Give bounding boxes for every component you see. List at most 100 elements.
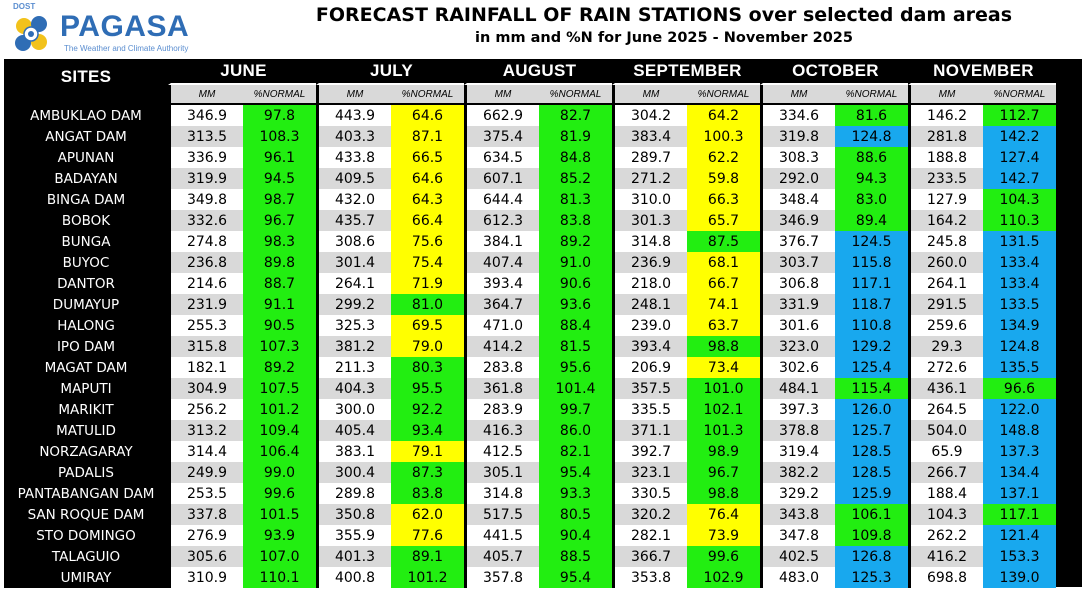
rainfall-mm-cell: 407.4 [464, 252, 539, 273]
site-name-cell: SAN ROQUE DAM [4, 504, 168, 525]
percent-normal-cell: 76.4 [687, 504, 760, 525]
rainfall-mm-cell: 274.8 [168, 231, 243, 252]
rainfall-mm-cell: 504.0 [908, 420, 983, 441]
site-name-cell: NORZAGARAY [4, 441, 168, 462]
rainfall-mm-cell: 401.3 [316, 546, 391, 567]
percent-normal-cell: 62.2 [687, 147, 760, 168]
rainfall-mm-cell: 236.8 [168, 252, 243, 273]
table-body: AMBUKLAO DAM 346.9 97.8 443.9 64.6 662.9 82.7 3… [4, 105, 1056, 588]
rainfall-mm-cell: 271.2 [612, 168, 687, 189]
percent-normal-cell: 109.8 [835, 525, 908, 546]
pct-normal-column-header: %NORMAL [539, 85, 612, 105]
percent-normal-cell: 64.2 [687, 105, 760, 126]
site-name-cell: TALAGUIO [4, 546, 168, 567]
rainfall-mm-cell: 304.2 [612, 105, 687, 126]
rainfall-mm-cell: 319.8 [760, 126, 835, 147]
site-name-cell: PADALIS [4, 462, 168, 483]
percent-normal-cell: 96.7 [243, 210, 316, 231]
mm-column-header: MM [168, 85, 243, 105]
percent-normal-cell: 117.1 [983, 504, 1056, 525]
sites-header: SITES [4, 59, 168, 105]
rainfall-mm-cell: 343.8 [760, 504, 835, 525]
month-header: JULY [316, 59, 464, 85]
percent-normal-cell: 94.5 [243, 168, 316, 189]
percent-normal-cell: 134.9 [983, 315, 1056, 336]
percent-normal-cell: 84.8 [539, 147, 612, 168]
percent-normal-cell: 115.8 [835, 252, 908, 273]
rainfall-mm-cell: 218.0 [612, 273, 687, 294]
rainfall-mm-cell: 662.9 [464, 105, 539, 126]
rainfall-mm-cell: 330.5 [612, 483, 687, 504]
percent-normal-cell: 99.0 [243, 462, 316, 483]
rainfall-mm-cell: 432.0 [316, 189, 391, 210]
month-header: AUGUST [464, 59, 612, 85]
site-name-cell: BOBOK [4, 210, 168, 231]
percent-normal-cell: 93.6 [539, 294, 612, 315]
rainfall-mm-cell: 188.8 [908, 147, 983, 168]
percent-normal-cell: 124.5 [835, 231, 908, 252]
rainfall-mm-cell: 348.4 [760, 189, 835, 210]
rainfall-mm-cell: 402.5 [760, 546, 835, 567]
rainfall-mm-cell: 127.9 [908, 189, 983, 210]
percent-normal-cell: 110.8 [835, 315, 908, 336]
percent-normal-cell: 89.1 [391, 546, 464, 567]
rainfall-mm-cell: 65.9 [908, 441, 983, 462]
table-row: SAN ROQUE DAM 337.8 101.5 350.8 62.0 517.5 80.… [4, 504, 1056, 525]
percent-normal-cell: 101.3 [687, 420, 760, 441]
month-header-row: SITES JUNE JULY AUGUST SEPTEMBER OCTOBER… [4, 59, 1056, 105]
rainfall-mm-cell: 211.3 [316, 357, 391, 378]
percent-normal-cell: 148.8 [983, 420, 1056, 441]
site-name-cell: UMIRAY [4, 567, 168, 588]
rainfall-mm-cell: 303.7 [760, 252, 835, 273]
site-name-cell: DUMAYUP [4, 294, 168, 315]
percent-normal-cell: 115.4 [835, 378, 908, 399]
rainfall-mm-cell: 305.6 [168, 546, 243, 567]
pct-normal-column-header: %NORMAL [391, 85, 464, 105]
percent-normal-cell: 65.7 [687, 210, 760, 231]
percent-normal-cell: 126.8 [835, 546, 908, 567]
rainfall-mm-cell: 231.9 [168, 294, 243, 315]
percent-normal-cell: 124.8 [835, 126, 908, 147]
percent-normal-cell: 118.7 [835, 294, 908, 315]
table-row: HALONG 255.3 90.5 325.3 69.5 471.0 88.4 239.0 63… [4, 315, 1056, 336]
rainfall-mm-cell: 281.8 [908, 126, 983, 147]
percent-normal-cell: 89.2 [539, 231, 612, 252]
percent-normal-cell: 121.4 [983, 525, 1056, 546]
rainfall-mm-cell: 314.4 [168, 441, 243, 462]
rainfall-mm-cell: 382.2 [760, 462, 835, 483]
percent-normal-cell: 102.1 [687, 399, 760, 420]
rainfall-mm-cell: 164.2 [908, 210, 983, 231]
percent-normal-cell: 87.5 [687, 231, 760, 252]
percent-normal-cell: 64.6 [391, 105, 464, 126]
percent-normal-cell: 106.4 [243, 441, 316, 462]
percent-normal-cell: 89.2 [243, 357, 316, 378]
table-row: BOBOK 332.6 96.7 435.7 66.4 612.3 83.8 301.3 65.… [4, 210, 1056, 231]
rainfall-mm-cell: 313.5 [168, 126, 243, 147]
percent-normal-cell: 99.6 [687, 546, 760, 567]
percent-normal-cell: 101.5 [243, 504, 316, 525]
percent-normal-cell: 88.7 [243, 273, 316, 294]
rainfall-mm-cell: 393.4 [464, 273, 539, 294]
percent-normal-cell: 79.1 [391, 441, 464, 462]
logo-dost-text: DOST [13, 2, 36, 11]
percent-normal-cell: 95.6 [539, 357, 612, 378]
rainfall-mm-cell: 378.8 [760, 420, 835, 441]
rainfall-mm-cell: 517.5 [464, 504, 539, 525]
rainfall-mm-cell: 329.2 [760, 483, 835, 504]
rainfall-mm-cell: 644.4 [464, 189, 539, 210]
rainfall-mm-cell: 292.0 [760, 168, 835, 189]
percent-normal-cell: 95.4 [539, 567, 612, 588]
rainfall-mm-cell: 335.5 [612, 399, 687, 420]
percent-normal-cell: 96.7 [687, 462, 760, 483]
rainfall-mm-cell: 255.3 [168, 315, 243, 336]
rainfall-mm-cell: 301.4 [316, 252, 391, 273]
percent-normal-cell: 81.0 [391, 294, 464, 315]
percent-normal-cell: 98.9 [687, 441, 760, 462]
rainfall-mm-cell: 310.9 [168, 567, 243, 588]
site-name-cell: STO DOMINGO [4, 525, 168, 546]
rainfall-mm-cell: 393.4 [612, 336, 687, 357]
site-name-cell: APUNAN [4, 147, 168, 168]
rainfall-mm-cell: 375.4 [464, 126, 539, 147]
percent-normal-cell: 129.2 [835, 336, 908, 357]
rainfall-mm-cell: 188.4 [908, 483, 983, 504]
